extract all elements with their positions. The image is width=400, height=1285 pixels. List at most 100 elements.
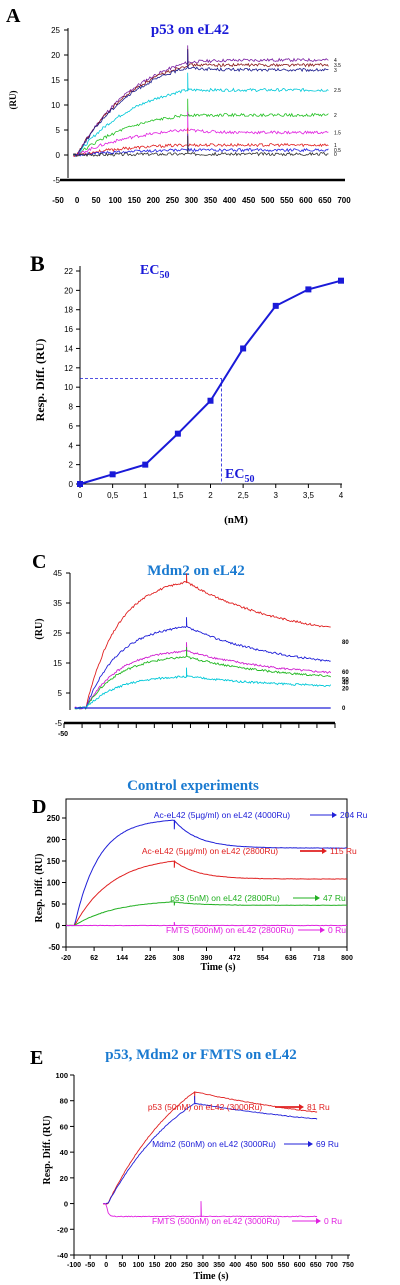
panel-letter-e: E (30, 1047, 43, 1069)
chart-e-x-tick-label: 350 (213, 1262, 225, 1269)
chart-d-x-tick-label: 62 (90, 955, 98, 962)
chart-a-series-1-line (73, 48, 329, 156)
chart-b-y-tick-label: 22 (64, 267, 73, 276)
chart-d-series-0-arrowhead (332, 812, 337, 818)
chart-d-series-3-label: FMTS (500nM) on eL42 (2800Ru) (166, 925, 294, 935)
chart-e-series-0-arrowhead (299, 1104, 304, 1110)
chart-b-title: EC50 (140, 263, 169, 281)
chart-c-series-2-line (74, 642, 332, 710)
chart-b-y-tick-label: 0 (69, 480, 74, 489)
chart-c-series-4-line (74, 667, 332, 710)
chart-c-x-tick-label: -50 (58, 731, 68, 738)
chart-c-y-ticks: -5 5 15 25 35 45 (53, 569, 70, 728)
chart-a-series-3-label: 2.5 (334, 88, 341, 94)
chart-d-x-tick-label: 554 (257, 955, 269, 962)
chart-a-x-tick-label: 250 (166, 196, 180, 205)
chart-e-series-1-result: 69 Ru (316, 1139, 339, 1149)
chart-a-series-5-label: 1.5 (334, 131, 341, 137)
chart-c-series-2-label: 50 (342, 678, 349, 684)
chart-a-series-0-line (73, 45, 329, 157)
chart-b-point-6 (272, 302, 279, 309)
chart-e-title: p53, Mdm2 or FMTS on eL42 (105, 1047, 296, 1063)
chart-d-series-0-label-group: Ac-eL42 (5µg/ml) on eL42 (4000Ru) 204 Ru (154, 810, 368, 820)
chart-a-x-tick-label: -50 (52, 196, 64, 205)
chart-e-series-0-result: 81 Ru (307, 1102, 330, 1112)
chart-c-y-tick-label: -5 (55, 719, 63, 728)
chart-b-x-tick-label: 0 (78, 491, 83, 500)
chart-b-points (77, 277, 344, 487)
chart-a-y-tick-label: 5 (56, 126, 61, 135)
chart-a-x-tick-label: 50 (92, 196, 101, 205)
chart-b-y-tick-label: 12 (64, 364, 73, 373)
chart-e-x-tick-label: 400 (229, 1262, 241, 1269)
chart-e-x-tick-label: 750 (342, 1262, 354, 1269)
chart-b-x-tick-label: 1,5 (172, 491, 184, 500)
chart-e-x-tick-label: -50 (85, 1262, 95, 1269)
chart-a-y-tick-label: 25 (51, 26, 60, 35)
chart-c-series (74, 573, 332, 710)
chart-e-x-tick-label: 300 (197, 1262, 209, 1269)
chart-b-point-5 (240, 345, 247, 352)
panel-letter-b: B (30, 251, 45, 276)
chart-b-x-tick-label: 3,5 (303, 491, 315, 500)
chart-b-point-7 (305, 286, 312, 293)
chart-b-x-tick-label: 3 (274, 491, 279, 500)
chart-a-y-tick-label: 20 (51, 51, 60, 60)
chart-b-x-ticks: 0 0,5 1 1,5 2 2,5 3 3,5 4 (78, 484, 344, 500)
chart-b-ylabel: Resp. Diff. (RU) (33, 339, 47, 422)
chart-a-series-6-line (73, 127, 329, 158)
chart-d-series-2-line (66, 901, 348, 927)
chart-b-x-tick-label: 1 (143, 491, 148, 500)
chart-b-x-tick-label: 2 (208, 491, 213, 500)
chart-a-series-4-line (72, 98, 329, 157)
chart-e-x-ticks: -100 -50 0 50 100 150 200 250 300 350 400 450 500 550… (67, 1255, 354, 1269)
chart-c-series-1-line (74, 617, 331, 710)
panel-e: E p53, Mdm2 or FMTS on eL42 Resp. Diff. … (30, 1047, 354, 1282)
chart-d-xlabel: Time (s) (200, 962, 235, 973)
chart-a-series-2-line (73, 49, 329, 157)
chart-d-series-0-label: Ac-eL42 (5µg/ml) on eL42 (4000Ru) (154, 810, 290, 820)
chart-e-y-tick-label: 20 (60, 1174, 68, 1183)
chart-a-series-5-line (73, 111, 329, 157)
chart-d-series-1-result: 115 Ru (330, 846, 357, 856)
chart-e-ylabel: Resp. Diff. (RU) (42, 1116, 53, 1185)
chart-a-y-tick-label: 10 (51, 101, 60, 110)
chart-b-x-tick-label: 2,5 (238, 491, 250, 500)
chart-d-y-tick-label: 0 (56, 922, 61, 931)
chart-d-series (65, 819, 348, 927)
chart-a-x-tick-label: 450 (242, 196, 256, 205)
chart-a-series-3-line (73, 72, 329, 158)
chart-d-series-0-result: 204 Ru (340, 810, 368, 820)
chart-c-series-3-line (74, 647, 331, 710)
chart-d-series-1-line (65, 859, 348, 927)
chart-a-x-tick-label: 200 (147, 196, 161, 205)
chart-d-series-3-arrowhead (320, 927, 325, 933)
chart-d-series-3-result: 0 Ru (328, 925, 346, 935)
chart-b-xlabel: (nM) (224, 514, 248, 526)
chart-d-title: Control experiments (127, 778, 259, 794)
chart-e-x-tick-label: 650 (310, 1262, 322, 1269)
chart-a-series-2-label: 3 (334, 68, 337, 74)
chart-d-x-tick-label: 390 (201, 955, 213, 962)
chart-d-series-2-label: p53 (5nM) on eL42 (2800Ru) (170, 893, 280, 903)
chart-e-y-tick-label: -40 (57, 1251, 68, 1260)
chart-c-series-5-label: 0 (342, 706, 346, 712)
chart-c-series-0-line (74, 573, 331, 710)
chart-b-point-8 (338, 277, 344, 284)
chart-e-series-1-label-group: Mdm2 (50nM) on eL42 (3000Ru) 69 Ru (152, 1139, 339, 1149)
chart-a-y-tick-label: -5 (53, 176, 61, 185)
chart-e-x-tick-label: -100 (67, 1262, 81, 1269)
chart-b-x-tick-label: 0,5 (107, 491, 119, 500)
chart-a-x-tick-label: 150 (128, 196, 142, 205)
chart-b-ec50-annotation: EC50 (225, 467, 254, 485)
chart-a-series-7-line (73, 133, 329, 157)
chart-d-x-tick-label: 718 (313, 955, 325, 962)
chart-b-title-main: EC (140, 263, 159, 278)
chart-c-series-1-label: 60 (342, 670, 349, 676)
chart-a-series-6-label: 1 (334, 143, 337, 149)
chart-c-y-tick-label: 45 (53, 569, 62, 578)
chart-d-series-2-arrowhead (315, 895, 320, 901)
chart-d-series-1-label: Ac-eL42 (5µg/ml) on eL42 (2800Ru) (142, 846, 278, 856)
